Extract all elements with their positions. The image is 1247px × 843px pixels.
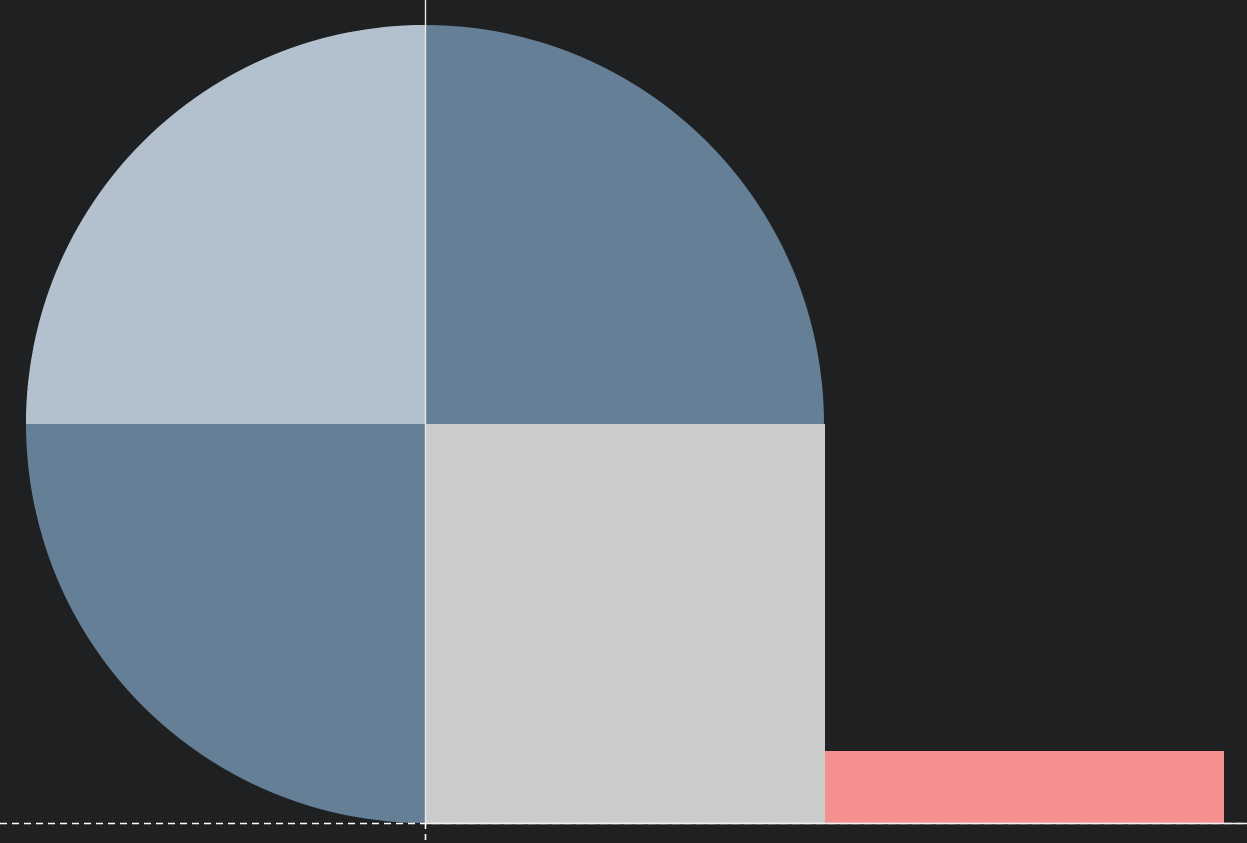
gray-block[interactable] bbox=[425, 424, 825, 823]
pink-bar[interactable] bbox=[825, 751, 1224, 823]
pie-slice-b-overlay bbox=[26, 25, 425, 424]
overlay-group bbox=[26, 25, 1224, 823]
